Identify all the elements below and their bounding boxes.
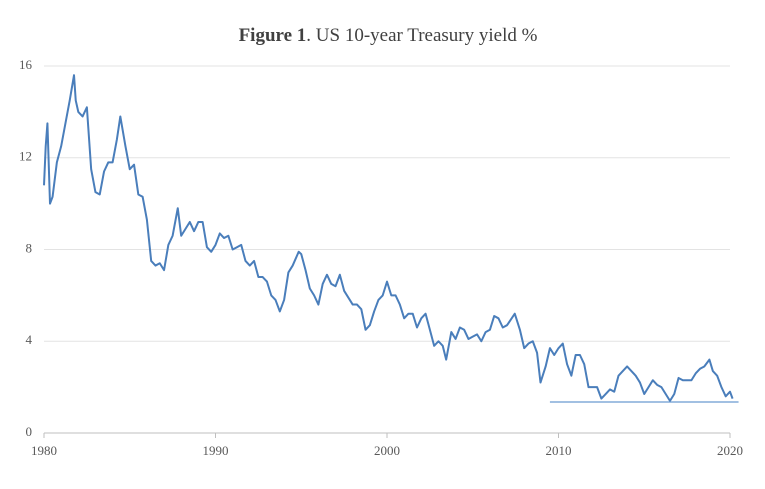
x-tick-label: 1980 xyxy=(31,443,57,458)
title-bold: Figure 1 xyxy=(239,25,307,46)
title-rest: . US 10-year Treasury yield % xyxy=(306,25,537,46)
x-tick-label: 2000 xyxy=(374,443,400,458)
y-tick-label: 0 xyxy=(26,424,33,439)
chart-title: Figure 1. US 10-year Treasury yield % xyxy=(239,25,538,46)
y-tick-label: 12 xyxy=(19,149,32,164)
x-tick-label: 2020 xyxy=(717,443,743,458)
y-tick-label: 4 xyxy=(26,332,33,347)
x-tick-label: 1990 xyxy=(203,443,229,458)
y-tick-label: 16 xyxy=(19,57,33,72)
line-series xyxy=(43,74,734,402)
x-tick-label: 2010 xyxy=(546,443,572,458)
y-tick-label: 8 xyxy=(26,240,33,255)
